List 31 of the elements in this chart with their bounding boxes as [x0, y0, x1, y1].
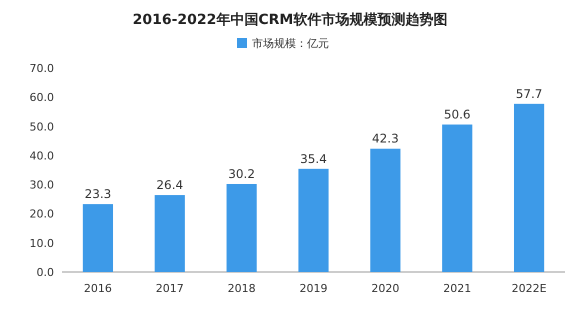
y-tick-label: 20.0	[30, 208, 54, 221]
x-tick-label: 2017	[156, 282, 184, 295]
data-label: 50.6	[444, 108, 471, 122]
x-tick-label: 2016	[84, 282, 112, 295]
bar	[154, 195, 185, 272]
y-tick-label: 60.0	[30, 91, 54, 104]
legend-label: 市场规模：亿元	[252, 37, 329, 50]
bar	[514, 104, 544, 272]
data-label: 30.2	[228, 166, 255, 181]
x-tick-label: 2020	[371, 282, 400, 295]
y-tick-label: 10.0	[30, 236, 54, 250]
bar	[298, 168, 329, 272]
bar	[82, 204, 114, 272]
x-tick-label: 2018	[228, 282, 256, 295]
bar	[226, 184, 257, 272]
data-label: 35.4	[300, 152, 327, 166]
y-tick-label: 0.0	[36, 266, 54, 279]
y-tick-label: 50.0	[30, 120, 54, 134]
y-tick-label: 30.0	[30, 178, 54, 192]
data-label: 23.3	[84, 187, 112, 202]
bar	[442, 124, 472, 272]
x-tick-label: 2021	[443, 282, 472, 295]
x-tick-label: 2022E	[512, 282, 547, 295]
y-tick-label: 40.0	[30, 149, 54, 162]
data-label: 57.7	[516, 86, 542, 101]
data-label: 26.4	[156, 178, 184, 192]
y-tick-label: 70.0	[30, 62, 54, 75]
bar	[370, 148, 400, 272]
data-label: 42.3	[372, 132, 399, 146]
chart-title: 2016-2022年中国CRM软件市场规模预测趋势图	[132, 11, 448, 28]
x-tick-label: 2019	[300, 282, 328, 295]
